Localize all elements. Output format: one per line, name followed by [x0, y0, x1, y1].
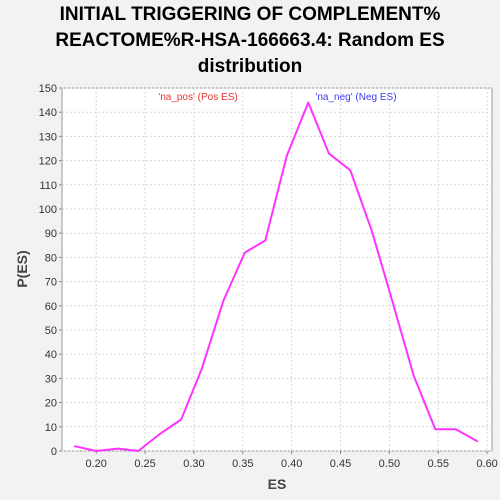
data-point [222, 300, 225, 302]
y-axis: 0 10 20 30 40 50 60 70 80 90 100 110 120 130 140 150 [39, 83, 62, 458]
y-tick-label: 60 [45, 301, 57, 313]
chart-title-line-1: INITIAL TRIGGERING OF COMPLEMENT% [59, 4, 441, 25]
x-tick-label: 0.45 [330, 458, 351, 470]
y-tick-label: 110 [39, 180, 57, 192]
data-point [434, 428, 437, 431]
data-point [95, 450, 98, 452]
grid-lines [62, 87, 492, 452]
x-tick-label: 0.60 [476, 458, 497, 470]
x-tick-label: 0.40 [281, 458, 302, 470]
data-point [243, 251, 246, 254]
data-point [73, 445, 76, 447]
data-point [455, 428, 457, 431]
x-tick-label: 0.35 [232, 458, 253, 470]
legend-pos-label: 'na_pos' (Pos ES) [158, 92, 237, 103]
data-point [391, 300, 394, 302]
x-tick-label: 0.30 [183, 458, 204, 470]
y-tick-label: 10 [45, 422, 57, 434]
plot-area [61, 87, 493, 452]
y-tick-label: 80 [45, 252, 57, 264]
x-tick-label: 0.50 [379, 458, 400, 470]
chart-title-line-2: REACTOME%R-HSA-166663.4: Random ES [55, 30, 445, 51]
y-axis-label: P(ES) [14, 250, 30, 287]
data-point [285, 154, 288, 157]
y-tick-label: 100 [39, 204, 57, 216]
y-tick-label: 130 [39, 131, 57, 143]
data-point [137, 450, 140, 452]
y-tick-label: 70 [45, 277, 57, 289]
y-tick-label: 90 [45, 228, 57, 240]
y-tick-label: 120 [39, 156, 57, 168]
chart-title-line-3: distribution [197, 56, 303, 77]
y-tick-label: 50 [45, 325, 57, 337]
y-tick-label: 0 [51, 446, 57, 458]
data-point [327, 152, 330, 155]
y-tick-label: 20 [45, 398, 57, 410]
x-tick-label: 0.25 [134, 458, 155, 470]
data-point [476, 440, 479, 443]
y-tick-label: 30 [45, 373, 57, 385]
data-point [116, 447, 119, 450]
y-tick-label: 40 [45, 349, 57, 361]
data-point [264, 239, 267, 242]
data-point [200, 367, 203, 370]
data-point [180, 418, 183, 421]
data-point [349, 169, 352, 172]
series-layer [73, 101, 479, 452]
data-point [158, 433, 161, 435]
x-axis-label: ES [268, 476, 287, 492]
x-tick-label: 0.55 [428, 458, 449, 470]
data-point [307, 101, 310, 104]
x-axis: 0.20 0.25 0.30 0.35 0.40 0.45 0.50 0.55 0.60 [85, 451, 498, 470]
legend-neg-label: 'na_neg' (Neg ES) [315, 92, 396, 103]
series-line [74, 101, 478, 452]
x-tick-label: 0.20 [85, 458, 106, 470]
chart-title: INITIAL TRIGGERING OF COMPLEMENT% REACTO… [0, 2, 500, 80]
y-tick-label: 140 [39, 107, 57, 119]
data-point [370, 229, 373, 232]
data-point [413, 375, 415, 377]
y-tick-label: 150 [39, 83, 57, 95]
